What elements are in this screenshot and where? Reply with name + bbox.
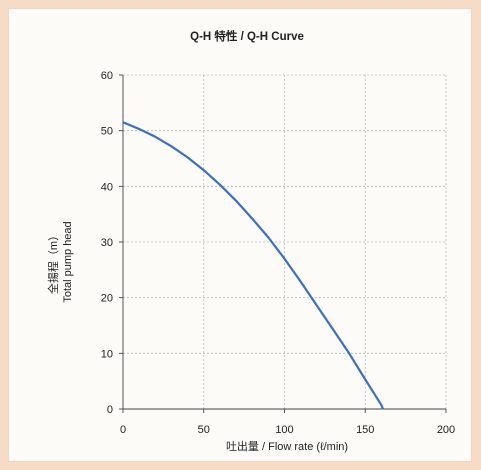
grid-lines (123, 74, 447, 409)
y-axis-label: 全揚程（m） Total pump head (46, 221, 74, 302)
y-axis-label-line-2: Total pump head (62, 221, 74, 302)
x-tick-label: 150 (356, 424, 374, 436)
y-tick-label: 20 (101, 293, 113, 305)
x-tick-labels: 0 50 100 150 200 (120, 409, 455, 436)
x-axis-label: 吐出量 / Flow rate (ℓ/min) (226, 439, 348, 453)
chart-title: Q-H 特性 / Q-H Curve (190, 29, 304, 43)
qh-curve-line (122, 121, 385, 410)
y-tick-labels: 0 10 20 30 40 50 60 (101, 70, 123, 416)
x-tick-label: 0 (120, 424, 126, 436)
series-layer (122, 121, 385, 410)
y-tick-label: 10 (101, 348, 113, 360)
chart-panel: Q-H 特性 / Q-H Curve 0 50 100 150 200 0 10 20 30 4… (8, 8, 472, 462)
x-tick-label: 50 (198, 424, 210, 436)
x-tick-label: 200 (437, 424, 455, 436)
y-tick-label: 50 (101, 126, 113, 138)
y-tick-label: 60 (101, 70, 113, 82)
y-tick-label: 30 (101, 237, 113, 249)
y-tick-label: 40 (101, 181, 113, 193)
x-tick-label: 100 (275, 424, 293, 436)
y-axis-label-line-1: 全揚程（m） (46, 230, 60, 294)
qh-curve-chart: Q-H 特性 / Q-H Curve 0 50 100 150 200 0 10 20 30 4… (46, 29, 455, 453)
y-tick-label: 0 (107, 404, 113, 416)
